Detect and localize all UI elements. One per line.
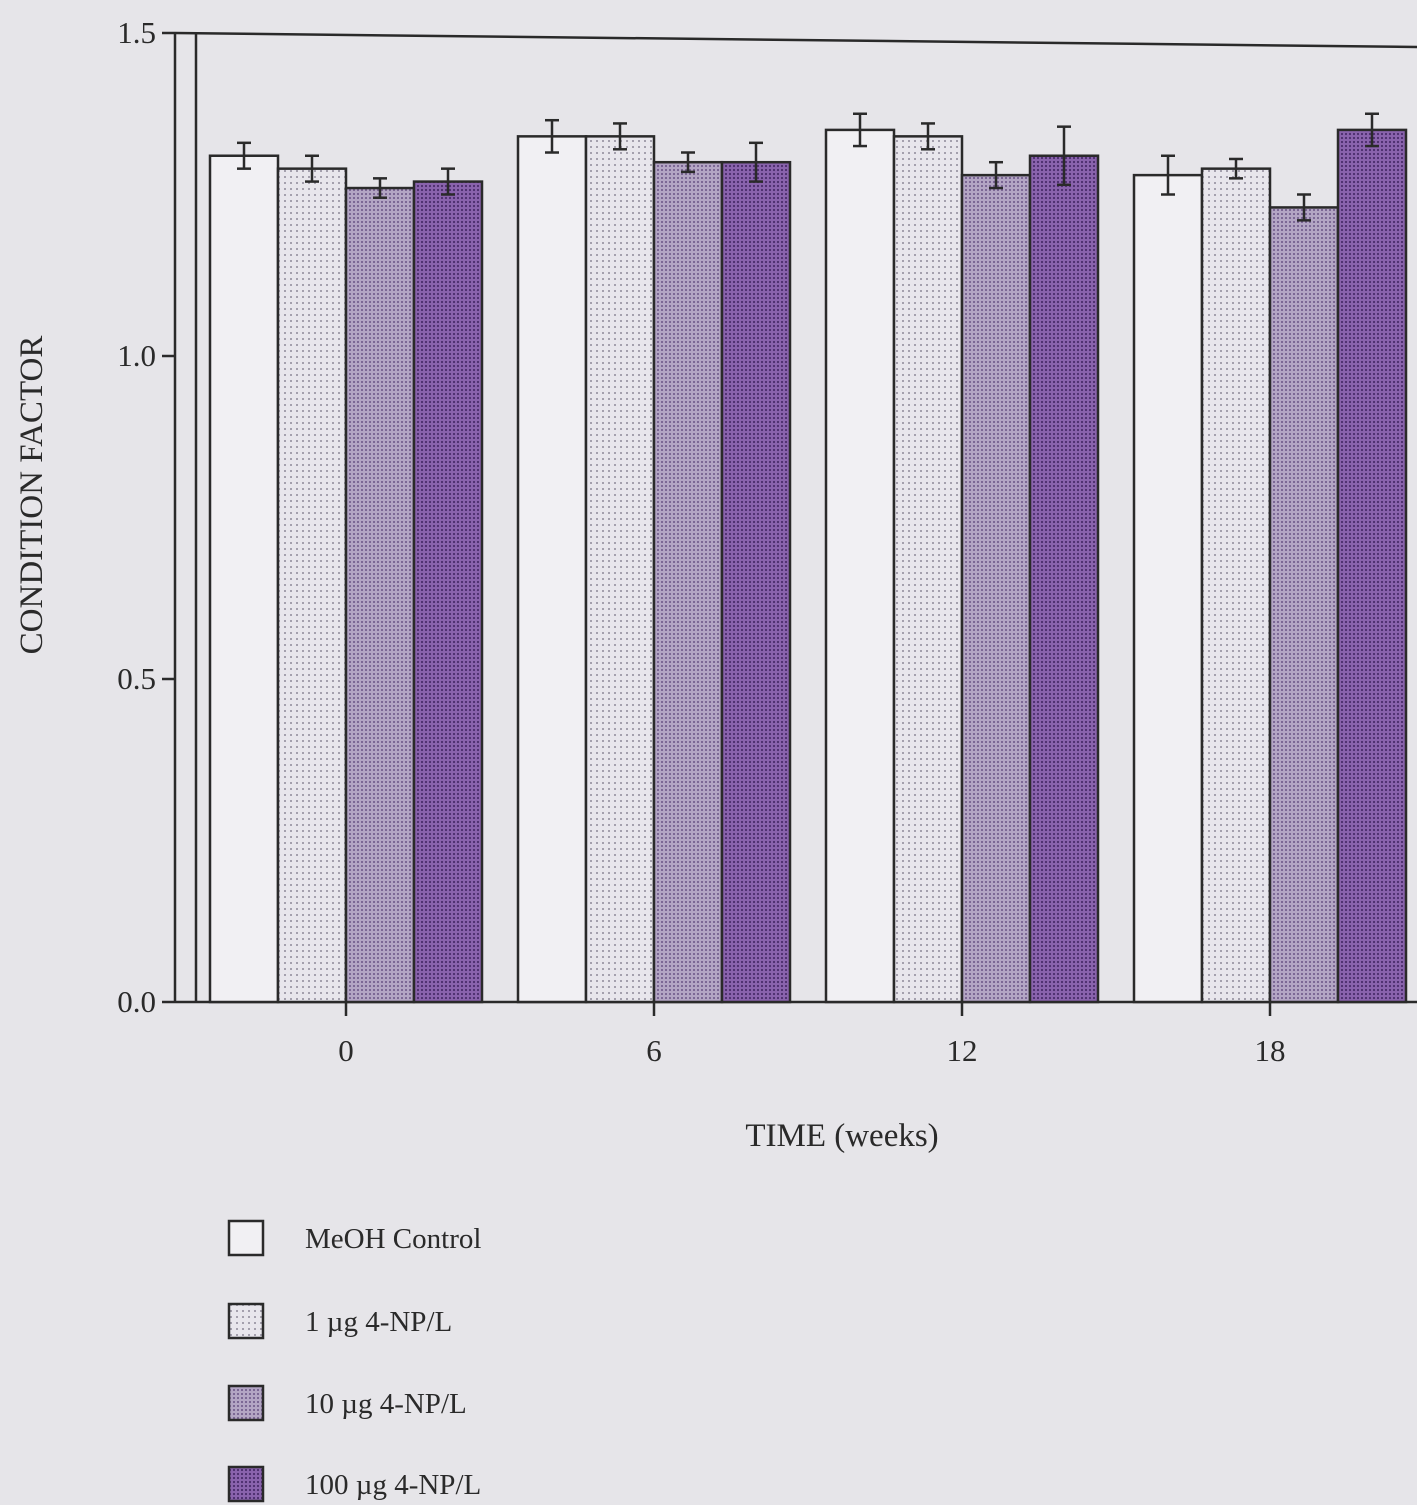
bar [344,186,416,1004]
legend-label: 1 µg 4-NP/L [305,1306,452,1338]
y-tick-label: 1.5 [117,15,156,50]
bar [584,135,656,1004]
bar [1132,173,1204,1004]
legend-label: MeOH Control [305,1223,481,1255]
bar [1336,128,1408,1004]
bar [516,135,588,1004]
bar [652,160,724,1004]
bar [720,160,792,1004]
legend-swatch [227,1302,265,1340]
y-axis-ticks: 0.0 0.5 1.0 1.5 [117,15,175,1019]
x-axis-title: TIME (weeks) [745,1118,938,1154]
bar [892,135,964,1004]
x-axis-ticks: 0 6 12 18 [338,1002,1286,1068]
bar [208,154,280,1004]
legend: MeOH Control 1 µg 4-NP/L 10 µg 4-NP/L 100 µ… [227,1219,481,1503]
legend-swatch [227,1465,265,1503]
y-tick-label: 1.0 [117,338,156,373]
legend-swatch [227,1384,265,1422]
x-tick-label: 18 [1255,1033,1286,1068]
bar [276,167,348,1004]
legend-label: 100 µg 4-NP/L [305,1469,481,1501]
plot-top-border [174,31,1417,49]
x-tick-label: 12 [947,1033,978,1068]
bars-layer [208,112,1408,1004]
bar [1028,154,1100,1004]
x-tick-label: 6 [646,1033,662,1068]
y-axis-title: CONDITION FACTOR [14,336,50,655]
legend-label: 10 µg 4-NP/L [305,1388,467,1420]
bar [412,180,484,1004]
bar [960,173,1032,1004]
bar [824,128,896,1004]
y-tick-label: 0.0 [117,984,156,1019]
bar [1268,206,1340,1004]
bar [1200,167,1272,1004]
x-tick-label: 0 [338,1033,354,1068]
legend-swatch [227,1219,265,1257]
y-tick-label: 0.5 [117,661,156,696]
